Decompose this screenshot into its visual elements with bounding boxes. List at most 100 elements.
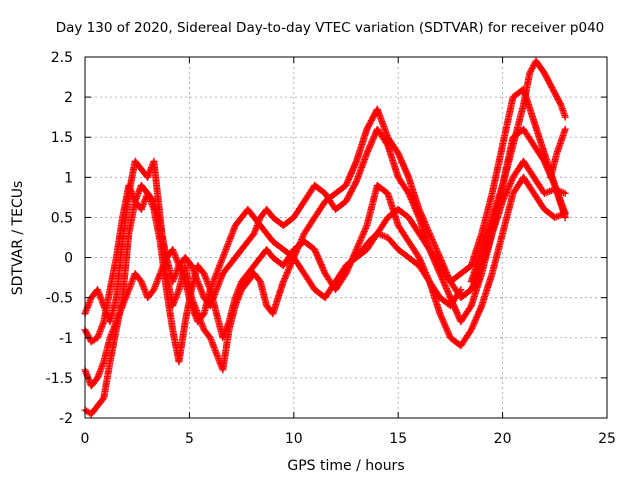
data-point bbox=[314, 253, 322, 261]
data-point bbox=[298, 234, 306, 242]
data-point bbox=[441, 282, 449, 290]
data-point bbox=[457, 286, 465, 294]
data-point bbox=[409, 198, 417, 206]
data-point bbox=[474, 309, 482, 317]
data-point bbox=[549, 177, 557, 185]
data-point bbox=[415, 254, 423, 262]
data-point bbox=[411, 203, 419, 211]
data-point bbox=[441, 322, 449, 330]
y-tick-label: 2 bbox=[64, 90, 73, 106]
data-point bbox=[444, 288, 452, 296]
data-point bbox=[351, 160, 359, 168]
data-point bbox=[400, 163, 408, 171]
data-point bbox=[476, 265, 484, 273]
data-point bbox=[397, 157, 405, 165]
data-point bbox=[499, 196, 507, 204]
data-point bbox=[319, 265, 327, 273]
data-point bbox=[287, 261, 295, 269]
x-tick-label: 0 bbox=[81, 431, 90, 447]
plot-frame bbox=[84, 56, 608, 419]
data-point bbox=[279, 278, 287, 286]
data-point bbox=[432, 245, 440, 253]
data-point bbox=[360, 229, 368, 237]
data-point bbox=[394, 149, 402, 157]
data-point bbox=[320, 267, 328, 275]
data-point bbox=[529, 63, 537, 71]
data-point bbox=[436, 254, 444, 262]
x-tick-labels: 0 5 10 15 20 25 bbox=[81, 431, 616, 447]
data-point bbox=[470, 320, 478, 328]
series-track-6 bbox=[352, 229, 465, 310]
data-point bbox=[469, 283, 477, 291]
data-point bbox=[395, 151, 403, 159]
data-point bbox=[426, 231, 434, 239]
data-point bbox=[469, 323, 477, 331]
data-point bbox=[423, 223, 431, 231]
data-point bbox=[527, 66, 535, 74]
data-point bbox=[508, 176, 516, 184]
y-tick-label: -2 bbox=[59, 411, 73, 427]
data-point bbox=[364, 148, 372, 156]
data-point bbox=[367, 139, 375, 147]
data-point bbox=[443, 326, 451, 334]
data-point bbox=[541, 159, 549, 167]
data-point bbox=[442, 283, 450, 291]
y-tick-label: 2.5 bbox=[51, 50, 73, 66]
data-point bbox=[453, 309, 461, 317]
data-point bbox=[313, 252, 321, 260]
data-point bbox=[441, 280, 449, 288]
data-point bbox=[431, 243, 439, 251]
data-point bbox=[434, 249, 442, 257]
data-point bbox=[444, 329, 452, 337]
data-point bbox=[315, 256, 323, 264]
data-point bbox=[442, 323, 450, 331]
data-point bbox=[476, 306, 484, 314]
data-point bbox=[473, 314, 480, 322]
data-point bbox=[352, 159, 360, 167]
data-point bbox=[396, 152, 404, 160]
x-tick-label: 5 bbox=[185, 431, 194, 447]
data-point bbox=[352, 246, 360, 254]
data-point bbox=[345, 175, 353, 183]
data-point bbox=[471, 317, 479, 325]
y-tick-label: -0.5 bbox=[46, 291, 73, 307]
series-track-5 bbox=[467, 57, 569, 286]
data-point bbox=[542, 162, 550, 170]
data-point bbox=[476, 305, 484, 313]
y-tick-label: 1.5 bbox=[51, 130, 73, 146]
data-point bbox=[280, 276, 288, 284]
data-point bbox=[345, 174, 353, 182]
data-point bbox=[442, 325, 450, 333]
data-point bbox=[404, 172, 412, 180]
data-point bbox=[416, 255, 424, 263]
data-point bbox=[349, 165, 357, 173]
data-point bbox=[543, 163, 551, 171]
data-point bbox=[342, 270, 350, 278]
data-point bbox=[344, 177, 352, 185]
data-point bbox=[362, 224, 370, 232]
data-point bbox=[527, 68, 535, 76]
data-point bbox=[499, 197, 507, 205]
x-tick-label: 25 bbox=[598, 431, 616, 447]
data-point bbox=[82, 327, 90, 335]
data-point bbox=[354, 243, 362, 251]
data-point bbox=[413, 209, 421, 217]
data-point bbox=[540, 157, 548, 165]
data-point bbox=[369, 136, 377, 144]
data-point bbox=[355, 240, 363, 248]
data-point bbox=[444, 289, 452, 297]
data-point bbox=[352, 247, 360, 255]
data-point bbox=[343, 178, 351, 186]
data-point bbox=[437, 311, 445, 319]
data-point bbox=[528, 65, 536, 73]
data-point bbox=[477, 303, 485, 311]
data-point bbox=[356, 237, 364, 245]
data-point bbox=[370, 133, 378, 141]
data-point bbox=[347, 169, 355, 177]
data-point bbox=[316, 258, 324, 266]
data-point bbox=[317, 259, 325, 267]
data-point bbox=[319, 264, 327, 272]
data-point bbox=[471, 318, 479, 326]
data-point bbox=[433, 246, 441, 254]
data-point bbox=[312, 249, 320, 257]
